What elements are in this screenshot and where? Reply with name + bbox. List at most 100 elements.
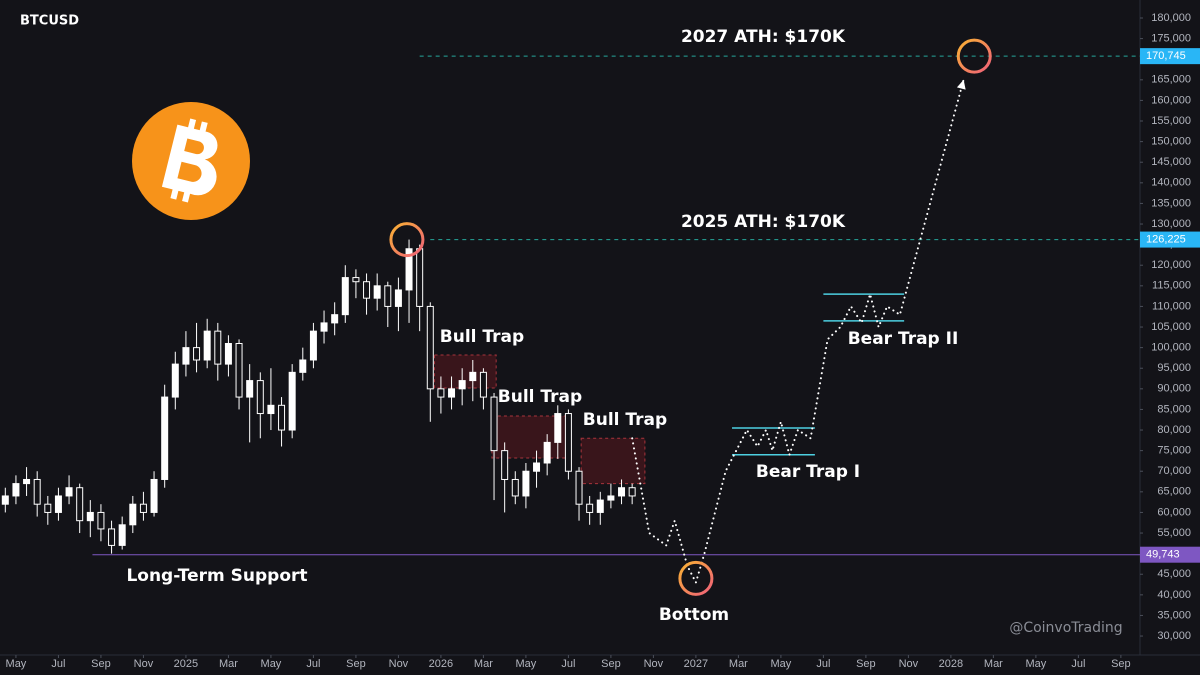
x-tick-label: Mar: [474, 658, 493, 670]
candle-body: [150, 478, 158, 513]
x-tick-label: Sep: [601, 658, 621, 670]
candle-body: [384, 285, 392, 307]
candle-body: [193, 347, 201, 361]
y-tick-label: 40,000: [1157, 589, 1191, 601]
x-tick-label: Nov: [899, 658, 919, 670]
candle-body: [288, 371, 296, 431]
y-tick-label: 85,000: [1157, 403, 1191, 415]
x-tick-label: 2028: [939, 658, 963, 670]
candle-body: [97, 511, 105, 530]
y-tick-label: 155,000: [1151, 115, 1191, 127]
candle-body: [76, 487, 84, 522]
x-tick-label: Mar: [729, 658, 748, 670]
candle-body: [458, 380, 466, 390]
y-tick-label: 115,000: [1152, 280, 1191, 292]
y-tick-label: 140,000: [1151, 177, 1191, 189]
watermark: @CoinvoTrading: [1009, 620, 1122, 636]
x-tick-label: Mar: [219, 658, 238, 670]
y-tick-label: 100,000: [1151, 342, 1191, 354]
candle-body: [416, 248, 424, 307]
annotation: Bottom: [659, 605, 729, 625]
candle-body: [44, 503, 52, 513]
candle-body: [596, 499, 604, 513]
candle-body: [522, 470, 530, 497]
x-tick-label: Jul: [51, 658, 65, 670]
candle-body: [469, 371, 477, 382]
highlight-circle: [956, 38, 992, 74]
annotation: Bull Trap: [440, 327, 524, 347]
annotation: Long-Term Support: [126, 566, 307, 586]
candle-body: [299, 359, 307, 373]
candle-body: [224, 343, 232, 365]
candle-body: [214, 330, 222, 365]
candle-body: [554, 413, 562, 443]
y-tick-label: 70,000: [1157, 465, 1191, 477]
y-tick-label: 120,000: [1151, 259, 1191, 271]
candle-body: [278, 404, 286, 431]
candle-body: [363, 281, 371, 299]
candle-body: [511, 478, 519, 497]
candle-body: [86, 511, 94, 522]
x-tick-label: May: [771, 658, 792, 670]
candle-body: [246, 380, 254, 398]
annotation: Bear Trap II: [848, 329, 959, 349]
y-tick-label: 180,000: [1151, 12, 1191, 24]
candle-body: [54, 495, 62, 513]
candle-body: [586, 503, 594, 513]
y-tick-label: 75,000: [1157, 445, 1191, 457]
x-tick-label: Mar: [984, 658, 1003, 670]
candle-body: [479, 371, 487, 398]
candle-body: [235, 343, 243, 398]
level-tag-label: 170,745: [1146, 50, 1186, 62]
candle-body: [256, 380, 264, 415]
y-tick-label: 45,000: [1157, 568, 1191, 580]
highlight-circle: [389, 222, 425, 258]
x-tick-label: Jul: [1071, 658, 1085, 670]
y-tick-label: 80,000: [1157, 424, 1191, 436]
candle-body: [628, 487, 636, 497]
candle-body: [533, 462, 541, 472]
x-tick-label: Jul: [816, 658, 830, 670]
candle-body: [118, 524, 126, 546]
x-tick-label: May: [261, 658, 282, 670]
x-tick-label: May: [516, 658, 537, 670]
level-tag-label: 126,225: [1146, 233, 1186, 245]
y-tick-label: 105,000: [1151, 321, 1191, 333]
projection-arrowhead: [956, 79, 966, 90]
y-tick-label: 90,000: [1157, 383, 1191, 395]
x-tick-label: May: [1025, 658, 1046, 670]
candle-body: [203, 330, 211, 361]
candle-body: [182, 347, 190, 365]
y-tick-label: 175,000: [1151, 33, 1191, 45]
candle-body: [352, 277, 360, 283]
y-tick-label: 110,000: [1152, 300, 1191, 312]
x-tick-label: May: [6, 658, 27, 670]
annotation: Bull Trap: [583, 410, 667, 430]
candle-body: [171, 363, 179, 398]
candle-body: [129, 503, 137, 526]
candle-body: [618, 487, 626, 497]
level-tag: [1140, 546, 1200, 563]
candle-body: [543, 441, 551, 464]
y-tick-label: 130,000: [1151, 218, 1191, 230]
annotation: Bull Trap: [498, 387, 582, 407]
bull-trap-box: [580, 437, 646, 485]
candle-body: [1, 495, 9, 505]
x-tick-label: Jul: [306, 658, 320, 670]
level-tag-label: 49,743: [1146, 549, 1180, 561]
x-tick-label: 2026: [429, 658, 453, 670]
y-tick-label: 160,000: [1151, 94, 1191, 106]
annotation: Bear Trap I: [756, 462, 860, 482]
candle-body: [108, 528, 116, 546]
candle-body: [490, 396, 498, 452]
candle-body: [607, 495, 615, 501]
y-tick-label: 95,000: [1157, 362, 1191, 374]
annotation: 2025 ATH: $170K: [681, 212, 846, 232]
y-tick-label: 165,000: [1151, 74, 1191, 86]
candle-body: [12, 483, 20, 497]
candle-body: [426, 305, 434, 390]
bitcoin-logo: [132, 102, 250, 220]
candle-body: [448, 388, 456, 398]
candle-body: [575, 470, 583, 505]
